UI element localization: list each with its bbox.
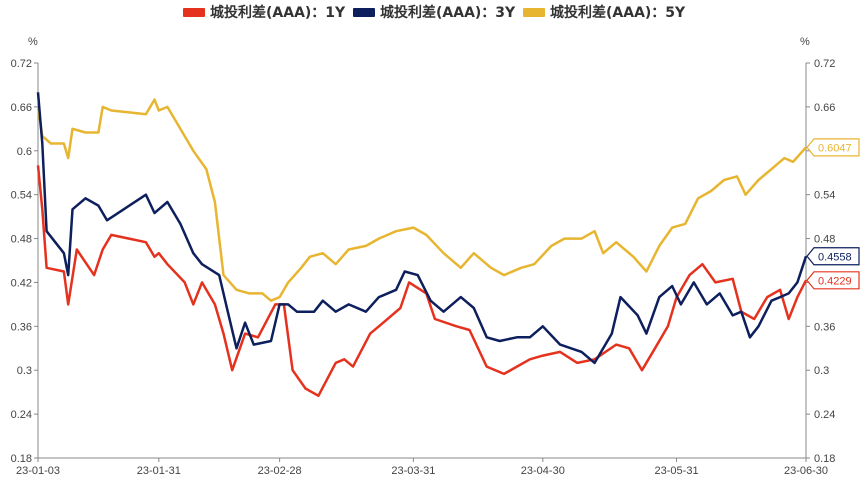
chart-legend: 城投利差(AAA)：1Y 城投利差(AAA)：3Y 城投利差(AAA)：5Y (183, 4, 686, 21)
legend-label-1y: 城投利差(AAA)：1Y (210, 4, 346, 21)
y-tick-label-left: 0.66 (11, 102, 32, 114)
y-tick-label-left: 0.72 (11, 58, 32, 70)
x-tick-label: 23-03-31 (391, 465, 435, 477)
legend-swatch-5y (523, 8, 545, 17)
y-tick-label-right: 0.3 (814, 365, 829, 377)
chart-axes: 0.720.720.660.660.60.60.540.540.480.480.… (11, 58, 836, 477)
end-label-text-0: 0.4229 (818, 275, 852, 287)
y-tick-label-left: 0.24 (11, 409, 32, 421)
legend-swatch-1y (183, 8, 205, 17)
y-tick-label-right: 0.24 (814, 409, 835, 421)
y-tick-label-left: 0.3 (17, 365, 32, 377)
y-tick-label-left: 0.54 (11, 190, 32, 202)
end-label-text-1: 0.4558 (818, 251, 852, 263)
right-axis-unit: % (800, 36, 810, 48)
legend-label-5y: 城投利差(AAA)：5Y (550, 4, 686, 21)
left-axis-unit: % (28, 36, 38, 48)
x-tick-label: 23-04-30 (521, 465, 565, 477)
legend-swatch-3y (353, 8, 375, 17)
end-label-text-2: 0.6047 (818, 142, 852, 154)
series-line-2 (36, 98, 807, 302)
legend-item-3y[interactable]: 城投利差(AAA)：3Y (353, 4, 516, 21)
x-tick-label: 23-05-31 (655, 465, 699, 477)
legend-item-1y[interactable]: 城投利差(AAA)：1Y (183, 4, 346, 21)
legend-item-5y[interactable]: 城投利差(AAA)：5Y (523, 4, 686, 21)
y-tick-label-right: 0.36 (814, 321, 835, 333)
y-tick-label-left: 0.36 (11, 321, 32, 333)
x-tick-label: 23-01-31 (137, 465, 181, 477)
plot-area (36, 92, 808, 398)
y-tick-label-left: 0.18 (11, 453, 32, 465)
end-label-box-2 (806, 138, 860, 157)
x-tick-label: 23-02-28 (258, 465, 302, 477)
end-label-1: 0.4558 (806, 247, 860, 266)
y-tick-label-left: 0.42 (11, 277, 32, 289)
legend-label-3y: 城投利差(AAA)：3Y (380, 4, 516, 21)
y-tick-label-right: 0.48 (814, 234, 835, 246)
y-tick-label-right: 0.66 (814, 102, 835, 114)
y-tick-label-left: 0.6 (17, 146, 32, 158)
end-label-box-1 (806, 247, 860, 266)
y-tick-label-right: 0.72 (814, 58, 835, 70)
y-tick-label-left: 0.48 (11, 234, 32, 246)
series-line-1 (36, 92, 808, 365)
y-tick-label-right: 0.18 (814, 453, 835, 465)
y-tick-label-right: 0.54 (814, 190, 835, 202)
end-value-labels: 0.4229 0.4558 0.6047 (806, 138, 860, 290)
series-line-0 (36, 165, 808, 398)
end-label-box-0 (806, 271, 860, 290)
x-tick-label: 23-06-30 (784, 465, 828, 477)
x-tick-label: 23-01-03 (16, 465, 60, 477)
end-label-2: 0.6047 (806, 138, 860, 157)
end-label-0: 0.4229 (806, 271, 860, 290)
